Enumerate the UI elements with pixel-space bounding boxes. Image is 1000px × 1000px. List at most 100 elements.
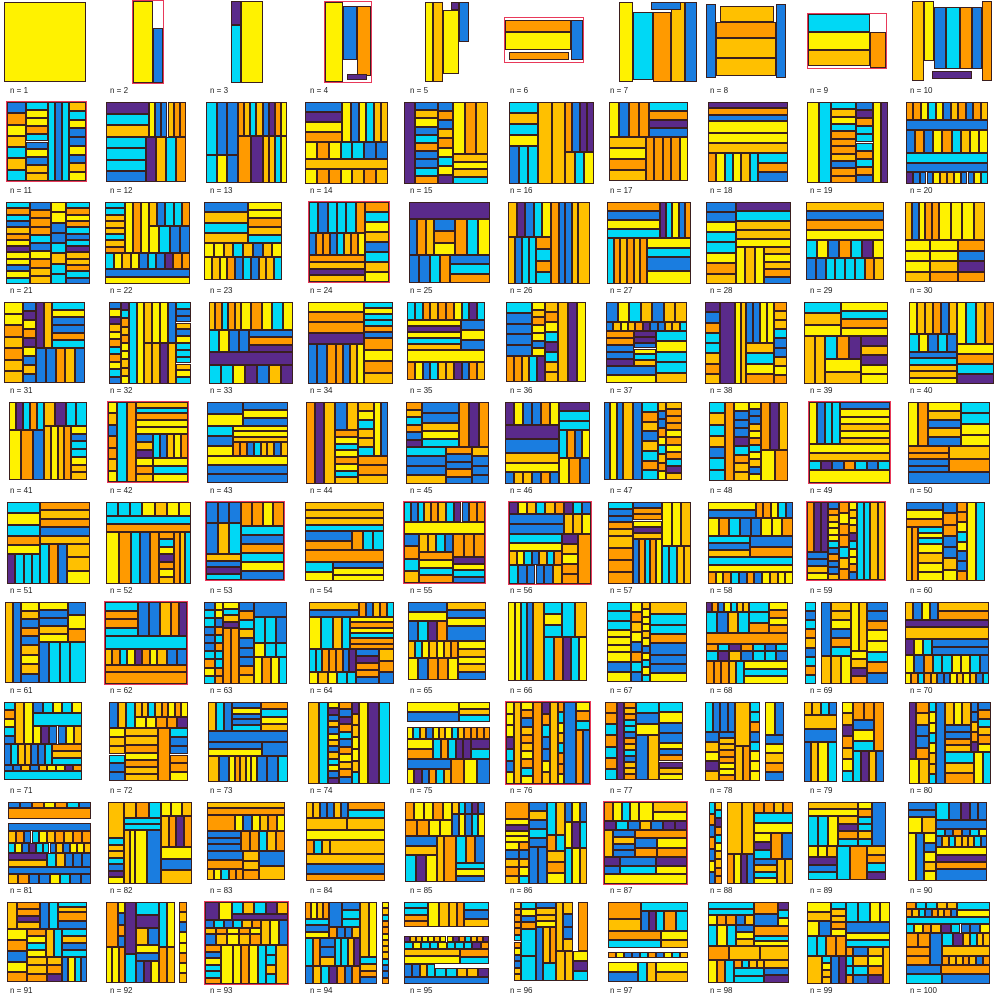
packed-rectangle	[30, 218, 51, 227]
packed-rectangle	[159, 902, 167, 947]
packed-rectangle	[458, 648, 486, 657]
panel-label: n = 61	[10, 686, 32, 695]
packed-rectangle	[642, 674, 650, 682]
packing-square	[308, 201, 390, 283]
packed-rectangle	[519, 875, 529, 884]
packed-rectangle	[969, 673, 977, 684]
packed-rectangle	[776, 651, 788, 661]
packed-rectangle	[849, 336, 861, 359]
packed-rectangle	[238, 934, 250, 945]
packing-square	[908, 802, 987, 881]
packed-rectangle	[650, 673, 687, 682]
packed-rectangle	[176, 349, 191, 357]
packed-rectangle	[983, 956, 990, 965]
panel-label-number: 93	[223, 986, 233, 995]
panel-label-number: 98	[723, 986, 733, 995]
packing-square	[706, 602, 788, 684]
packed-rectangle	[505, 819, 529, 825]
packed-rectangle	[916, 702, 929, 714]
packed-rectangle	[55, 348, 66, 383]
packed-rectangle	[156, 253, 165, 269]
packed-rectangle	[578, 202, 590, 284]
packed-rectangle	[125, 767, 158, 774]
packed-rectangle	[972, 7, 982, 69]
packed-rectangle	[204, 659, 215, 668]
packed-rectangle	[6, 220, 30, 228]
packed-rectangle	[807, 911, 831, 921]
packed-rectangle	[806, 211, 884, 220]
panel-label-number: 33	[223, 386, 233, 395]
packed-rectangle	[453, 570, 485, 577]
packed-rectangle	[574, 430, 583, 458]
panel-label: n = 90	[910, 886, 932, 895]
packed-rectangle	[642, 652, 650, 661]
packed-rectangle	[628, 322, 636, 331]
packed-rectangle	[765, 702, 775, 735]
packed-rectangle	[452, 936, 459, 942]
panel-label: n = 26	[510, 286, 532, 295]
packed-rectangle	[408, 611, 447, 621]
packed-rectangle	[446, 362, 454, 380]
packed-rectangle	[824, 402, 833, 444]
packed-rectangle	[828, 567, 839, 574]
packed-rectangle	[4, 765, 13, 771]
packed-rectangle	[208, 731, 288, 742]
packed-rectangle	[807, 573, 828, 580]
packed-rectangle	[521, 743, 533, 752]
packed-rectangle	[337, 672, 347, 684]
packing-square	[324, 1, 372, 83]
packed-rectangle	[658, 471, 666, 480]
packed-rectangle	[912, 1, 924, 81]
packed-rectangle	[806, 258, 816, 280]
panel-label-number: 23	[223, 286, 233, 295]
panel-label-number: 73	[223, 786, 233, 795]
packed-rectangle	[57, 726, 66, 744]
packed-rectangle	[7, 554, 16, 584]
packed-rectangle	[453, 557, 485, 564]
packed-rectangle	[971, 702, 978, 712]
packed-rectangle	[415, 110, 438, 119]
packed-rectangle	[573, 514, 582, 534]
packed-rectangle	[646, 137, 655, 181]
packed-rectangle	[930, 250, 958, 261]
packed-rectangle	[841, 327, 888, 336]
packed-rectangle	[872, 802, 886, 846]
packed-rectangle	[851, 651, 867, 660]
packed-rectangle	[749, 459, 761, 467]
packed-rectangle	[174, 434, 181, 458]
packed-rectangle	[329, 966, 337, 984]
packed-rectangle	[909, 302, 917, 334]
panel-label: n = 18	[710, 186, 732, 195]
packed-rectangle	[758, 172, 788, 182]
packed-rectangle	[914, 924, 923, 933]
packed-rectangle	[168, 343, 176, 384]
packed-rectangle	[867, 602, 888, 612]
packed-rectangle	[565, 152, 575, 184]
packed-rectangle	[440, 936, 447, 942]
packed-rectangle	[505, 402, 514, 425]
packed-rectangle	[633, 238, 641, 284]
packed-rectangle	[634, 331, 656, 337]
panel-label-number: 58	[723, 586, 733, 595]
packed-rectangle	[205, 920, 215, 928]
packed-rectangle	[23, 311, 36, 320]
packed-rectangle	[917, 302, 925, 334]
panel-label-prefix: n =	[710, 386, 724, 395]
packing-panel: n = 33	[200, 300, 300, 400]
packed-rectangle	[438, 502, 446, 522]
packed-rectangle	[563, 938, 573, 951]
packed-rectangle	[867, 651, 888, 663]
packed-rectangle	[233, 945, 241, 984]
packed-rectangle	[315, 649, 323, 672]
packed-rectangle	[352, 169, 365, 184]
packed-rectangle	[928, 102, 936, 120]
panel-label: n = 15	[410, 186, 432, 195]
packed-rectangle	[831, 175, 856, 183]
packed-rectangle	[17, 922, 40, 929]
packed-rectangle	[232, 719, 261, 726]
packed-rectangle	[828, 534, 839, 541]
packed-rectangle	[746, 373, 774, 384]
packed-rectangle	[782, 833, 793, 859]
packed-rectangle	[749, 466, 761, 474]
packed-rectangle	[839, 513, 849, 525]
